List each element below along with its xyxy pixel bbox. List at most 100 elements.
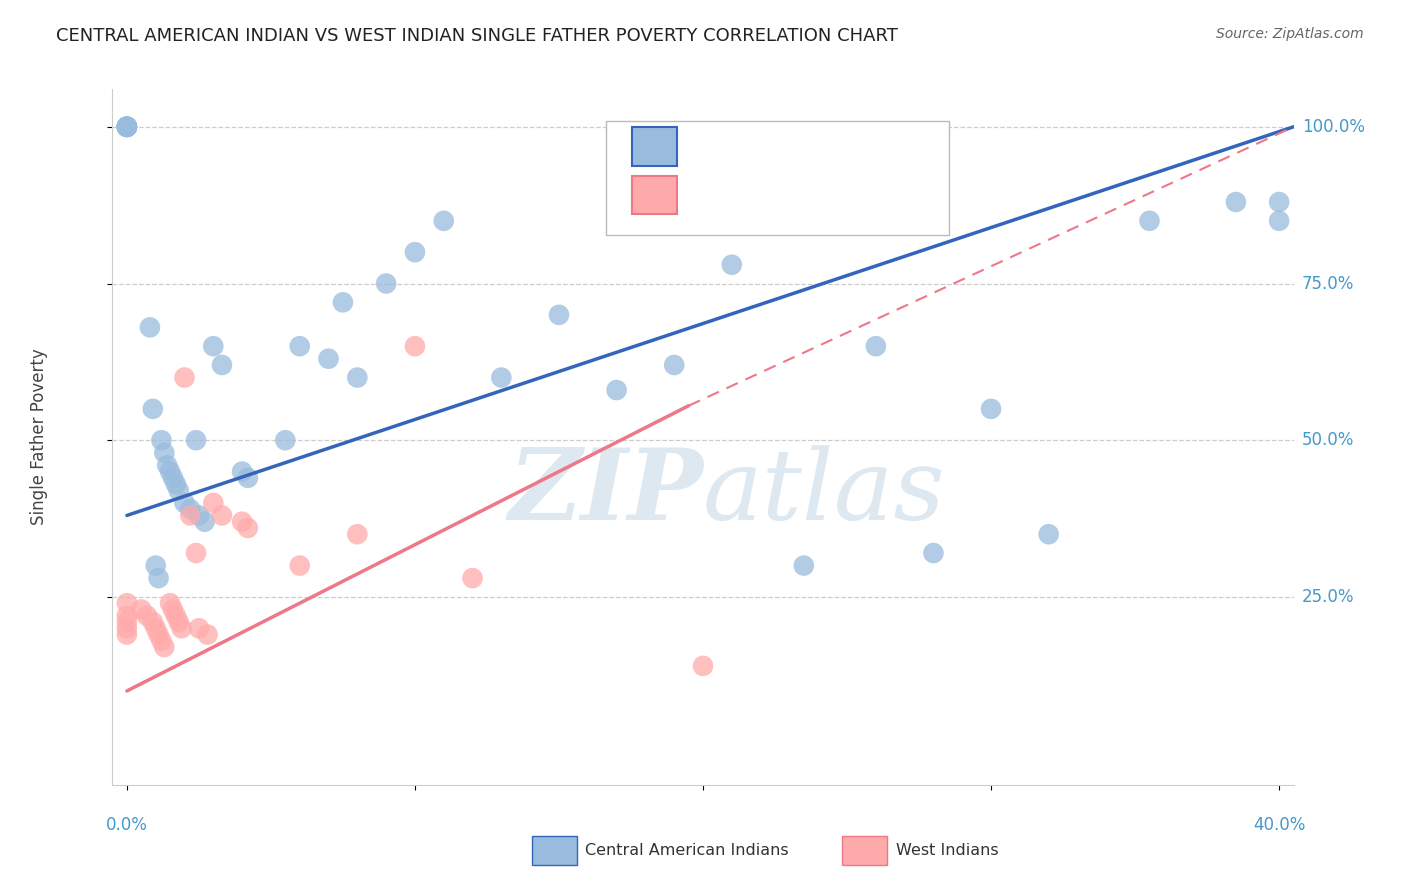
Point: [148, 627, 170, 641]
Text: ZIP: ZIP: [508, 444, 703, 541]
Point: [150, 633, 173, 648]
Point: [115, 608, 138, 623]
Point: [129, 602, 152, 616]
FancyBboxPatch shape: [606, 120, 949, 235]
Bar: [531, 836, 576, 865]
Point: [115, 120, 138, 134]
Point: [148, 571, 170, 585]
Point: [167, 615, 190, 629]
Point: [115, 120, 138, 134]
Point: [153, 640, 176, 654]
Bar: [842, 836, 887, 865]
Point: [1268, 194, 1291, 209]
Text: R = 0.615   N = 31: R = 0.615 N = 31: [692, 186, 876, 203]
Point: [115, 120, 138, 134]
Point: [136, 608, 159, 623]
Point: [346, 370, 368, 384]
Point: [187, 508, 209, 523]
Point: [318, 351, 340, 366]
Text: atlas: atlas: [703, 445, 946, 541]
Point: [1139, 214, 1161, 228]
Point: [115, 120, 138, 134]
Point: [1268, 214, 1291, 228]
Point: [150, 434, 173, 448]
Point: [145, 558, 167, 573]
Point: [115, 615, 138, 629]
Point: [162, 471, 184, 485]
Point: [288, 339, 311, 353]
Point: [865, 339, 887, 353]
Point: [115, 120, 138, 134]
Point: [187, 621, 209, 635]
Point: [793, 558, 815, 573]
Point: [548, 308, 571, 322]
Text: CENTRAL AMERICAN INDIAN VS WEST INDIAN SINGLE FATHER POVERTY CORRELATION CHART: CENTRAL AMERICAN INDIAN VS WEST INDIAN S…: [56, 27, 898, 45]
Point: [692, 658, 714, 673]
Point: [404, 245, 426, 260]
Text: 75.0%: 75.0%: [1302, 275, 1354, 293]
Point: [170, 621, 193, 635]
Point: [179, 502, 201, 516]
Point: [197, 627, 219, 641]
Point: [236, 471, 259, 485]
Point: [231, 465, 253, 479]
Point: [165, 477, 187, 491]
Point: [167, 483, 190, 498]
Point: [236, 521, 259, 535]
Point: [231, 515, 253, 529]
Text: Single Father Poverty: Single Father Poverty: [30, 349, 48, 525]
Text: Central American Indians: Central American Indians: [585, 843, 789, 858]
Text: 0.0%: 0.0%: [105, 815, 148, 833]
Point: [980, 401, 1002, 416]
Point: [922, 546, 945, 560]
Point: [461, 571, 484, 585]
Text: R = 0.531   N = 51: R = 0.531 N = 51: [692, 136, 876, 154]
Point: [153, 446, 176, 460]
Point: [156, 458, 179, 473]
Point: [115, 120, 138, 134]
Point: [274, 434, 297, 448]
Point: [1038, 527, 1060, 541]
Point: [664, 358, 686, 372]
Bar: [633, 177, 678, 214]
Point: [606, 383, 628, 397]
Point: [145, 621, 167, 635]
Point: [346, 527, 368, 541]
Text: 100.0%: 100.0%: [1302, 118, 1365, 136]
Text: West Indians: West Indians: [896, 843, 998, 858]
Point: [173, 496, 195, 510]
Point: [162, 602, 184, 616]
Point: [194, 515, 217, 529]
Point: [159, 596, 181, 610]
Point: [1225, 194, 1247, 209]
Text: 25.0%: 25.0%: [1302, 588, 1354, 606]
Text: Source: ZipAtlas.com: Source: ZipAtlas.com: [1216, 27, 1364, 41]
Point: [404, 339, 426, 353]
Point: [115, 120, 138, 134]
Point: [115, 120, 138, 134]
Point: [115, 627, 138, 641]
Point: [165, 608, 187, 623]
Point: [211, 358, 233, 372]
Point: [115, 621, 138, 635]
Point: [159, 465, 181, 479]
Point: [202, 496, 225, 510]
Point: [139, 320, 162, 334]
Point: [211, 508, 233, 523]
Point: [332, 295, 354, 310]
Point: [115, 596, 138, 610]
Bar: [633, 128, 678, 166]
Point: [179, 508, 201, 523]
Text: 40.0%: 40.0%: [1253, 815, 1305, 833]
Text: 50.0%: 50.0%: [1302, 431, 1354, 450]
Point: [173, 370, 195, 384]
Point: [491, 370, 513, 384]
Point: [142, 401, 165, 416]
Point: [184, 546, 207, 560]
Point: [142, 615, 165, 629]
Point: [115, 120, 138, 134]
Point: [433, 214, 456, 228]
Point: [720, 258, 742, 272]
Point: [184, 434, 207, 448]
Point: [288, 558, 311, 573]
